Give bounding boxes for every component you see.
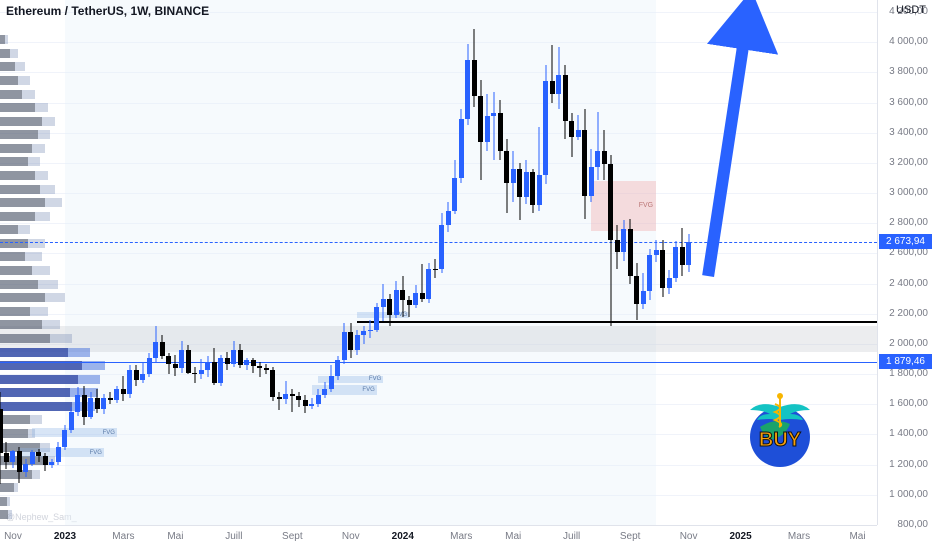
y-tick-label: 1 800,00	[889, 368, 928, 379]
y-tick-label: 1 600,00	[889, 398, 928, 409]
y-tick-label: 3 000,00	[889, 187, 928, 198]
x-tick-label: 2023	[54, 531, 76, 542]
buy-badge-icon: BUY	[735, 382, 825, 472]
y-tick-label: 3 800,00	[889, 66, 928, 77]
y-tick-label: 4 000,00	[889, 36, 928, 47]
x-tick-label: Juill	[225, 531, 242, 542]
price-badge: 1 879,46	[879, 354, 932, 369]
y-tick-label: 2 800,00	[889, 217, 928, 228]
x-tick-label: Sept	[620, 531, 641, 542]
x-tick-label: 2025	[729, 531, 751, 542]
y-tick-label: 1 000,00	[889, 489, 928, 500]
y-tick-label: 2 200,00	[889, 308, 928, 319]
x-tick-label: Mai	[167, 531, 183, 542]
x-tick-label: Sept	[282, 531, 303, 542]
quote-currency-label: USDT	[896, 4, 926, 16]
x-tick-label: Mai	[849, 531, 865, 542]
x-tick-label: Mars	[788, 531, 810, 542]
svg-text:BUY: BUY	[758, 429, 801, 451]
y-tick-label: 2 400,00	[889, 278, 928, 289]
plot-area[interactable]: FVGFVGFVGFVGFVGFVGBUY	[0, 0, 877, 525]
price-badge: 2 673,94	[879, 234, 932, 249]
pair-title: Ethereum / TetherUS, 1W, BINANCE	[6, 4, 209, 18]
price-axis[interactable]: 800,001 000,001 200,001 400,001 600,001 …	[877, 0, 932, 525]
y-tick-label: 3 200,00	[889, 157, 928, 168]
y-tick-label: 3 600,00	[889, 97, 928, 108]
y-tick-label: 1 400,00	[889, 428, 928, 439]
y-tick-label: 3 400,00	[889, 127, 928, 138]
x-tick-label: Nov	[342, 531, 360, 542]
x-tick-label: 2024	[392, 531, 414, 542]
y-tick-label: 2 000,00	[889, 338, 928, 349]
x-tick-label: Mars	[112, 531, 134, 542]
x-tick-label: Mai	[505, 531, 521, 542]
time-axis[interactable]: Nov 2023 Mars Mai Juill Sept Nov 2024 Mars Mai Jui…	[0, 525, 877, 550]
x-tick-label: Juill	[563, 531, 580, 542]
y-tick-label: 800,00	[897, 519, 928, 530]
chart-container: Ethereum / TetherUS, 1W, BINANCE USDT FV…	[0, 0, 932, 550]
x-tick-label: Nov	[680, 531, 698, 542]
x-tick-label: Nov	[4, 531, 22, 542]
x-tick-label: Mars	[450, 531, 472, 542]
y-tick-label: 1 200,00	[889, 459, 928, 470]
